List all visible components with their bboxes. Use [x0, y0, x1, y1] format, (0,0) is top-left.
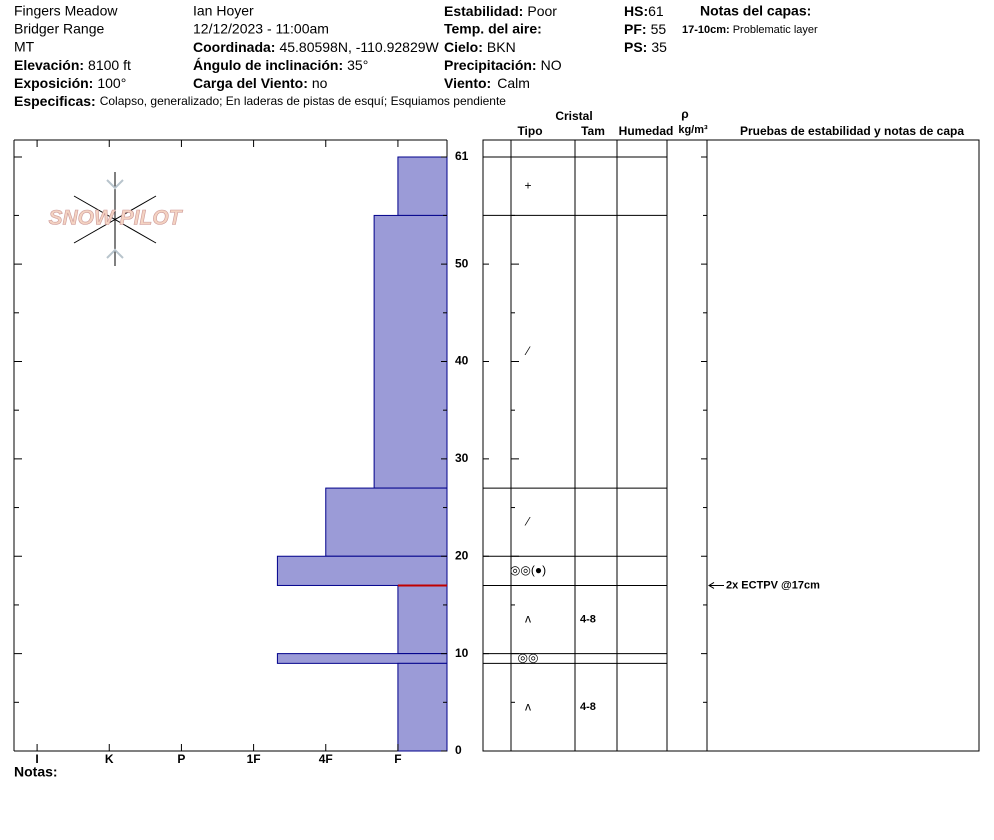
label: PS: [624, 39, 647, 55]
y-tick-label: 30 [455, 451, 469, 465]
value: Calm [497, 75, 530, 91]
slope: Ángulo de inclinación: 35° [193, 57, 368, 73]
value: 8100 ft [88, 57, 131, 73]
label: Precipitación: [444, 57, 537, 73]
grain-type: ⁄ [524, 514, 531, 528]
x-tick-label: K [105, 752, 114, 766]
label: Carga del Viento: [193, 75, 308, 91]
aspect: Exposición: 100° [14, 75, 126, 91]
datetime: 12/12/2023 - 11:00am [193, 21, 329, 37]
grain-type: ʌ [525, 699, 531, 713]
logo [73, 172, 157, 266]
wind: Viento: Calm [444, 75, 530, 91]
table-frame [482, 139, 980, 752]
y-tick-label: 10 [455, 646, 469, 660]
y-tick-label: 0 [455, 743, 462, 757]
label: Exposición: [14, 75, 93, 91]
label: Coordinada: [193, 39, 275, 55]
header-type: Tipo [517, 124, 542, 138]
hs: HS:61 [624, 3, 664, 19]
value: 100° [97, 75, 126, 91]
header-moisture: Humedad [619, 124, 674, 138]
value: Colapso, generalizado; En laderas de pis… [100, 94, 507, 108]
grain-size: 4-8 [580, 701, 596, 713]
sky: Cielo: BKN [444, 39, 516, 55]
specifics: Especificas: Colapso, generalizado; En la… [14, 93, 506, 109]
y-tick-label: 61 [455, 149, 469, 163]
hardness-bar [397, 156, 448, 216]
y-tick-label: 50 [455, 256, 469, 270]
range: Bridger Range [14, 21, 104, 37]
value: 35 [651, 39, 667, 55]
grain-type: ⁄ [524, 344, 531, 358]
y-tick-label: 20 [455, 548, 469, 562]
header-rho: ρ [681, 107, 688, 121]
test-label: 2x ECTPV @17cm [726, 579, 820, 591]
range: 17-10cm: [682, 24, 730, 36]
precip: Precipitación: NO [444, 57, 562, 73]
header-size: Tam [581, 124, 605, 138]
ps: PS: 35 [624, 39, 667, 55]
test-arrow [708, 582, 724, 589]
notes: Notas: [14, 764, 58, 780]
logo-text: SNOW PILOT [49, 207, 184, 230]
x-tick-label: 1F [247, 752, 261, 766]
grain-type: ◎◎ [518, 651, 539, 665]
hardness-bar [325, 487, 448, 557]
label: Especificas: [14, 93, 96, 109]
x-tick-label: P [177, 752, 185, 766]
grain-type: ◎◎(●) [510, 563, 546, 577]
elevation: Elevación: 8100 ft [14, 57, 131, 73]
value: NO [541, 57, 562, 73]
text: Problematic layer [733, 24, 818, 36]
value: 35° [347, 57, 368, 73]
label: Cielo: [444, 39, 483, 55]
grain-size: 4-8 [580, 613, 596, 625]
stability: Estabilidad: Poor [444, 3, 557, 19]
air-temp: Temp. del aire: [444, 21, 542, 37]
hardness-bar [276, 653, 448, 664]
header-tests: Pruebas de estabilidad y notas de capa [740, 124, 964, 138]
location: Fingers Meadow [14, 3, 118, 19]
observer: Ian Hoyer [193, 3, 254, 19]
label: Viento: [444, 75, 491, 91]
layer-note: 17-10cm: Problematic layer [682, 24, 818, 36]
label: PF: [624, 21, 647, 37]
layer-notes-title: Notas del capas: [700, 3, 811, 19]
hardness-bar [397, 584, 448, 655]
value: 55 [651, 21, 667, 37]
hardness-bar [276, 555, 448, 586]
hardness-bar [397, 662, 448, 752]
label: Ángulo de inclinación: [193, 57, 343, 73]
state: MT [14, 39, 35, 55]
x-tick-label: 4F [319, 752, 333, 766]
y-tick-label: 40 [455, 354, 469, 368]
value: BKN [487, 39, 516, 55]
label: HS: [624, 3, 648, 19]
label: Estabilidad: [444, 3, 523, 19]
value: 61 [648, 3, 664, 19]
hardness-bar [373, 214, 448, 489]
x-tick-label: I [35, 752, 38, 766]
header-crystal: Cristal [555, 109, 592, 123]
pf: PF: 55 [624, 21, 666, 37]
grain-type: ʌ [525, 612, 531, 626]
label: Elevación: [14, 57, 84, 73]
header-density: kg/m³ [678, 124, 708, 136]
coordinates: Coordinada: 45.80598N, -110.92829W [193, 39, 440, 55]
x-tick-label: F [394, 752, 401, 766]
grain-type: + [524, 178, 531, 192]
value: no [312, 75, 328, 91]
wind-loading: Carga del Viento: no [193, 75, 328, 91]
value: 45.80598N, -110.92829W [279, 39, 439, 55]
value: Poor [527, 3, 557, 19]
